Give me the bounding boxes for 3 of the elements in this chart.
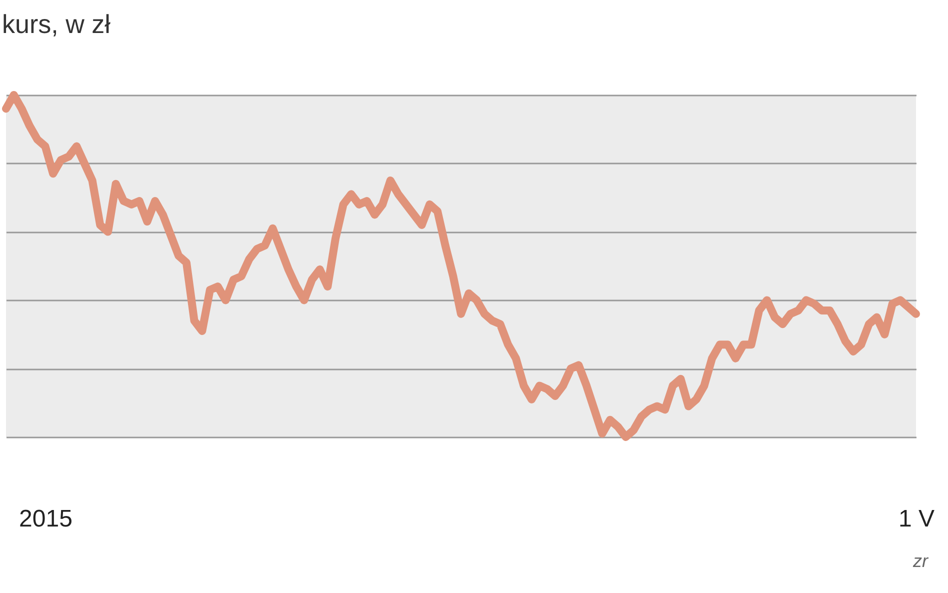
chart-title: kurs, w zł — [2, 9, 111, 39]
x-tick-label: 2015 — [19, 506, 72, 532]
x-tick-label: 1 V — [898, 506, 935, 532]
